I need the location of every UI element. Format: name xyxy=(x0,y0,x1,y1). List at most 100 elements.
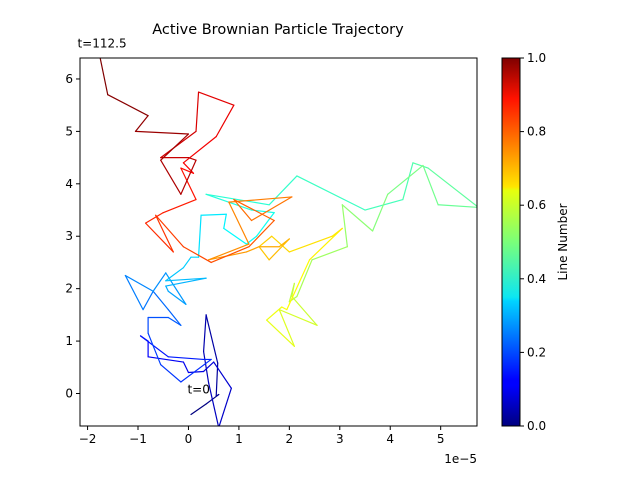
trajectory-segment xyxy=(258,235,273,248)
trajectory-segment xyxy=(195,91,200,132)
trajectory-segment xyxy=(281,306,288,311)
trajectory-segment xyxy=(124,274,154,292)
trajectory-segment xyxy=(205,314,219,364)
x-tick-label: 2 xyxy=(286,432,294,446)
trajectory-segment xyxy=(208,243,250,261)
trajectory-segment xyxy=(215,104,235,138)
trajectory-segment xyxy=(291,295,318,326)
x-tick-label: −2 xyxy=(79,432,97,446)
trajectory-segment xyxy=(412,162,429,169)
y-axis: 0 1 2 3 4 5 6 xyxy=(65,72,80,400)
y-tick-label: 3 xyxy=(65,229,73,243)
trajectory-segment xyxy=(223,213,227,229)
trajectory-segment xyxy=(182,246,212,264)
trajectory-segment xyxy=(167,290,187,305)
colorbar-label: Line Number xyxy=(556,203,570,280)
trajectory-segment xyxy=(155,214,185,248)
x-tick-label: −1 xyxy=(129,432,147,446)
chart-title: Active Brownian Particle Trajectory xyxy=(152,22,404,38)
trajectory-segment xyxy=(167,309,182,326)
trajectory-segment xyxy=(165,272,187,305)
trajectory-segment xyxy=(160,364,182,383)
trajectory-segment xyxy=(268,175,298,206)
x-tick-label: 4 xyxy=(386,432,394,446)
colorbar-tick-label: 0.2 xyxy=(527,345,546,359)
trajectory-segment xyxy=(155,214,174,253)
trajectory-segment xyxy=(271,235,290,253)
y-tick-label: 0 xyxy=(65,386,73,400)
trajectory-segment xyxy=(266,306,283,321)
trajectory-segment xyxy=(165,277,207,287)
trajectory-segment xyxy=(99,58,109,96)
trajectory-segment xyxy=(190,403,207,416)
trajectory-segment xyxy=(180,358,212,383)
y-tick-label: 4 xyxy=(65,177,73,191)
x-tick-label: 1 xyxy=(235,432,243,446)
trajectory-segment xyxy=(144,222,174,253)
trajectory-segment xyxy=(296,259,313,298)
y-tick-label: 2 xyxy=(65,282,73,296)
trajectory-segment xyxy=(165,285,169,292)
trajectory-segment xyxy=(165,267,185,282)
x-tick-label: 0 xyxy=(185,432,193,446)
x-axis: −2 −1 0 1 2 3 4 5 xyxy=(79,426,445,446)
trajectory-segment xyxy=(233,198,275,222)
colorbar xyxy=(501,57,521,427)
trajectory-segment xyxy=(162,198,197,214)
trajectory-segment xyxy=(160,133,190,161)
trajectory-segment xyxy=(147,332,162,366)
trajectory-segment xyxy=(167,356,205,361)
trajectory-segment xyxy=(278,238,290,248)
colorbar-ticks: 0.0 0.2 0.4 0.6 0.8 1.0 xyxy=(520,51,546,433)
trajectory-segment xyxy=(147,356,185,363)
y-tick-label: 1 xyxy=(65,334,73,348)
annotation-end: t=112.5 xyxy=(77,36,126,50)
x-offset-label: 1e−5 xyxy=(444,452,477,466)
trajectory-segment xyxy=(245,246,260,253)
trajectory-segment xyxy=(228,201,250,245)
trajectory-segment xyxy=(180,159,197,195)
trajectory-segment xyxy=(308,227,343,261)
trajectory-segment xyxy=(182,256,192,269)
trajectory-segment xyxy=(402,162,414,201)
colorbar-tick-label: 0.0 xyxy=(527,419,546,433)
trajectory-segment xyxy=(200,213,227,216)
trajectory-segment xyxy=(182,136,217,164)
trajectory-segment xyxy=(208,382,219,426)
trajectory-segment xyxy=(210,246,250,264)
trajectory-segment xyxy=(139,335,169,358)
trajectory-segment xyxy=(205,193,270,206)
trajectory-segment xyxy=(152,290,169,311)
y-tick-label: 5 xyxy=(65,124,73,138)
trajectory-segment xyxy=(233,198,253,222)
trajectory-segment xyxy=(187,370,205,374)
trajectory-segment xyxy=(213,361,232,389)
trajectory-segment xyxy=(187,157,197,161)
trajectory-segment xyxy=(422,164,439,206)
trajectory xyxy=(99,58,477,426)
trajectory-segment xyxy=(250,196,293,222)
trajectory-segment xyxy=(223,227,248,245)
trajectory-segment xyxy=(124,274,144,311)
trajectory-segment xyxy=(288,235,333,253)
y-tick-label: 6 xyxy=(65,72,73,86)
trajectory-segment xyxy=(427,167,477,207)
trajectory-segment xyxy=(134,130,190,135)
trajectory-segment xyxy=(202,361,215,373)
trajectory-segment xyxy=(107,94,149,117)
trajectory-segment xyxy=(167,316,182,326)
trajectory-segment xyxy=(291,282,295,298)
trajectory-segment xyxy=(341,204,348,248)
annotation-end-background xyxy=(75,35,140,52)
trajectory-segment xyxy=(258,246,270,261)
trajectory-segment xyxy=(278,309,295,347)
trajectory-segment xyxy=(180,167,197,201)
trajectory-segment xyxy=(266,319,295,347)
colorbar-tick-label: 0.4 xyxy=(527,272,546,286)
trajectory-segment xyxy=(278,309,318,326)
trajectory-segment xyxy=(197,214,202,258)
trajectory-segment xyxy=(437,204,477,208)
colorbar-tick-label: 1.0 xyxy=(527,51,546,65)
trajectory-segment xyxy=(134,115,149,132)
